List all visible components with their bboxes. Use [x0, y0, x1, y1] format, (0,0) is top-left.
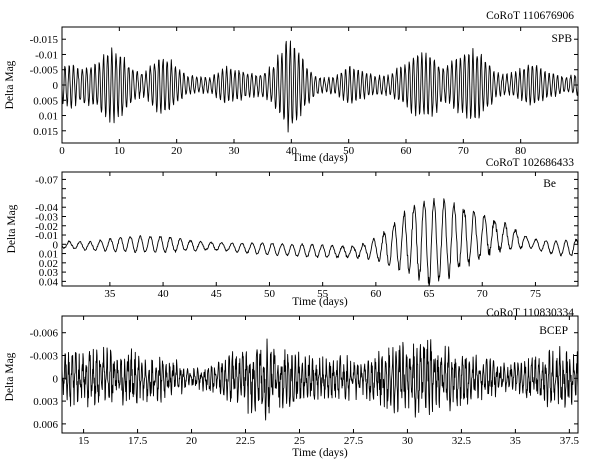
y-tick-label: -0.003 [30, 351, 59, 363]
variability-class-label: Be [543, 178, 556, 190]
x-tick-label: 15 [78, 435, 90, 447]
y-tick-label: 0.04 [39, 276, 59, 288]
axis-ticks: 0 10 20 30 40 50 60 70 80 -0.015 -0.01 -0.005 0 0.005… [30, 27, 578, 157]
y-tick-label: 0.003 [33, 396, 58, 408]
x-tick-label: 32.5 [452, 435, 472, 447]
x-tick-label: 30 [402, 435, 414, 447]
y-tick-label: -0.04 [35, 202, 58, 214]
x-tick-label: 40 [158, 288, 170, 300]
panel-3: CoRoT 110830334 BCEP Time (days) Delta M… [4, 307, 579, 459]
y-tick-label: -0.07 [35, 174, 58, 186]
x-axis-label: Time (days) [292, 152, 348, 164]
panel-1: CoRoT 110676906 SPB Time (days) Delta Ma… [4, 10, 579, 164]
x-tick-label: 60 [370, 288, 382, 300]
x-tick-label: 70 [458, 145, 470, 157]
x-tick-label: 35 [510, 435, 522, 447]
panel-2: CoRoT 102686433 Be Time (days) Delta Mag… [6, 157, 579, 308]
x-tick-label: 20 [171, 145, 183, 157]
y-tick-label: 0.01 [39, 111, 58, 123]
y-tick-label: 0.02 [39, 258, 58, 270]
y-tick-label: 0.015 [33, 126, 58, 138]
y-tick-label: -0.006 [30, 328, 59, 340]
y-tick-label: 0.01 [39, 249, 58, 261]
chart-title: CoRoT 102686433 [486, 157, 575, 169]
x-tick-label: 45 [211, 288, 223, 300]
y-tick-label: -0.02 [35, 221, 58, 233]
y-tick-label: -0.01 [35, 49, 58, 61]
y-tick-label: 0.005 [33, 95, 58, 107]
y-tick-label: -0.005 [30, 65, 59, 77]
y-tick-label: 0 [53, 239, 59, 251]
x-tick-label: 35 [104, 288, 116, 300]
axis-ticks: 35 40 45 50 55 60 65 70 75 -0.07 -0.04-0.03-0.02-0… [35, 172, 578, 300]
y-tick-label: -0.015 [30, 34, 59, 46]
light-curve-series [61, 338, 579, 421]
plot-frame [61, 26, 579, 144]
x-tick-label: 22.5 [236, 435, 256, 447]
y-tick-label: 0.03 [39, 267, 59, 279]
plot-frame [61, 171, 579, 287]
y-tick-label: 0 [53, 373, 59, 385]
chart-title: CoRoT 110830334 [486, 307, 574, 319]
y-tick-label: 0.006 [33, 419, 58, 431]
y-tick-label: 0 [53, 80, 59, 92]
x-tick-label: 27.5 [344, 435, 364, 447]
y-tick-label: -0.01 [35, 230, 58, 242]
x-tick-label: 20 [186, 435, 198, 447]
y-axis-label: Delta Mag [6, 204, 18, 253]
y-axis-label: Delta Mag [4, 60, 16, 109]
x-tick-label: 17.5 [128, 435, 148, 447]
x-tick-label: 65 [424, 288, 436, 300]
variability-class-label: BCEP [539, 325, 568, 337]
x-tick-label: 80 [515, 145, 527, 157]
x-tick-label: 50 [264, 288, 276, 300]
x-axis-label: Time (days) [292, 296, 348, 308]
variability-class-label: SPB [552, 33, 573, 45]
x-axis-label: Time (days) [292, 447, 348, 459]
y-axis-label: Delta Mag [4, 352, 16, 401]
x-tick-label: 37.5 [560, 435, 580, 447]
light-curve-series [61, 197, 579, 286]
x-tick-label: 25 [294, 435, 306, 447]
x-tick-label: 60 [401, 145, 413, 157]
x-tick-label: 30 [229, 145, 241, 157]
x-tick-label: 0 [59, 145, 65, 157]
x-tick-label: 10 [114, 145, 126, 157]
x-tick-label: 55 [317, 288, 329, 300]
axis-ticks: 15 17.5 20 22.5 25 27.5 30 32.5 35 37.5 -0.006 -0.0… [30, 316, 580, 447]
x-tick-label: 40 [286, 145, 298, 157]
chart-title: CoRoT 110676906 [486, 10, 574, 22]
light-curve-series [61, 40, 579, 133]
x-tick-label: 50 [343, 145, 355, 157]
x-tick-label: 70 [477, 288, 489, 300]
y-tick-label: -0.03 [35, 211, 58, 223]
x-tick-label: 75 [530, 288, 542, 300]
